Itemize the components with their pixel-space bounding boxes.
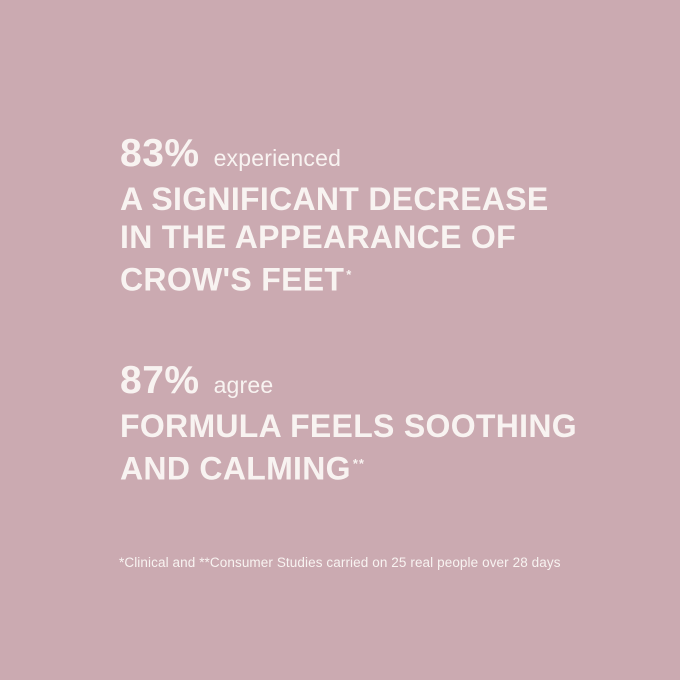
stat-claim: A SIGNIFICANT DECREASE IN THE APPEARANCE… — [120, 180, 640, 299]
stat-block-crows-feet: 83% experienced A SIGNIFICANT DECREASE I… — [120, 132, 640, 299]
stat-row: 87% agree — [120, 359, 640, 403]
stat-qualifier: experienced — [213, 145, 342, 171]
stat-claim: FORMULA FEELS SOOTHING AND CALMING ** — [120, 407, 640, 488]
footnote-marker: * — [346, 267, 353, 282]
stat-row: 83% experienced — [120, 132, 640, 176]
stat-percent: 87% — [120, 358, 200, 402]
claim-line: A SIGNIFICANT DECREASE — [120, 181, 549, 217]
claim-line: IN THE APPEARANCE OF — [120, 219, 516, 255]
footnote-marker: ** — [352, 455, 365, 471]
claim-line-text: CROW'S FEET — [120, 261, 345, 298]
claim-line: AND CALMING ** — [120, 445, 640, 488]
footnote: *Clinical and **Consumer Studies carried… — [119, 555, 561, 571]
stat-qualifier: agree — [213, 371, 274, 398]
stat-block-soothing: 87% agree FORMULA FEELS SOOTHING AND CAL… — [120, 359, 640, 488]
stat-percent: 83% — [120, 132, 200, 175]
claim-line: FORMULA FEELS SOOTHING — [120, 407, 577, 444]
claim-line: CROW'S FEET * — [120, 256, 640, 299]
claim-line-text: AND CALMING — [120, 450, 351, 487]
